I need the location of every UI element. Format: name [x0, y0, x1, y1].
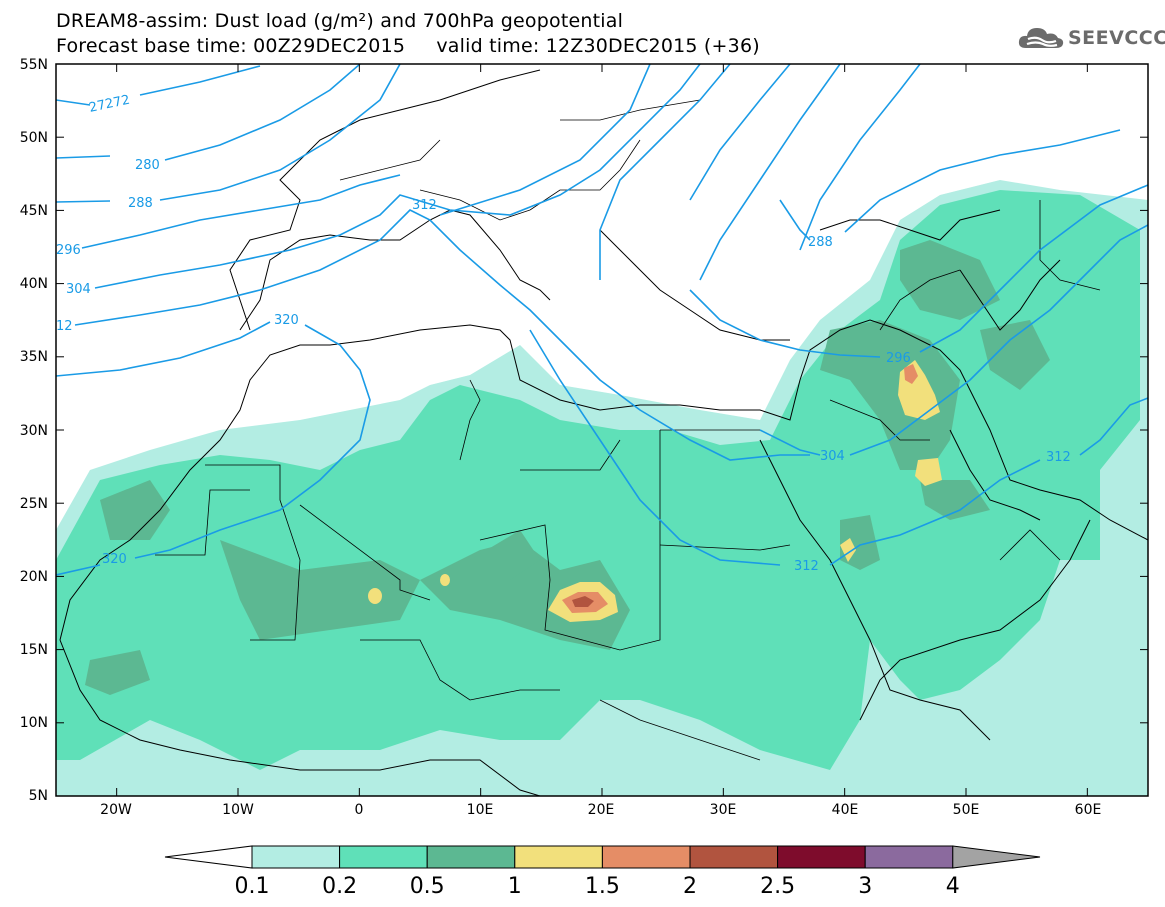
map-subtitle: Forecast base time: 00Z29DEC2015 valid t… [56, 35, 760, 57]
lat-label: 50N [20, 130, 48, 146]
colorbar-segment-0.2 [339, 845, 428, 869]
colorbar-right-arrow [952, 845, 1041, 869]
contour-304 [94, 64, 701, 289]
lat-label: 30N [20, 423, 48, 439]
contour-label: 288 [808, 235, 833, 250]
contour-label: 280 [135, 158, 160, 173]
lat-label: 40N [20, 276, 48, 292]
contour-280 [56, 64, 361, 161]
lat-label: 15N [20, 642, 48, 658]
contour-label: 296 [56, 243, 81, 258]
contour-280b [689, 64, 791, 201]
contour-312c [829, 459, 1041, 566]
colorbar-tick: 2 [683, 874, 697, 899]
lat-label: 10N [20, 715, 48, 731]
contour-320 [56, 321, 371, 559]
lat-label: 55N [20, 57, 48, 73]
contour-label: 312 [1046, 450, 1071, 465]
lon-label: 10W [222, 802, 254, 818]
contour-304b [759, 224, 1148, 456]
lat-label: 5N [29, 788, 48, 804]
seevccc-logo: SEEVCCC [1018, 24, 1165, 52]
lon-label: 40E [832, 802, 859, 818]
contour-label: 312 [794, 559, 819, 574]
lon-label: 20E [588, 802, 615, 818]
lat-label: 45N [20, 203, 48, 219]
contour-label: 12 [56, 319, 73, 334]
dust-level-2 [572, 596, 594, 607]
colorbar-left-arrow [164, 845, 253, 869]
contour-312b [529, 329, 781, 566]
colorbar-segment-3 [864, 845, 954, 869]
map-title: DREAM8-assim: Dust load (g/m²) and 700hP… [56, 10, 624, 32]
colorbar-tick: 2.5 [760, 874, 795, 899]
contour-288 [56, 64, 401, 203]
contour-288b [599, 64, 1121, 280]
colorbar-tick: 0.2 [322, 874, 357, 899]
contour-288c [699, 64, 841, 281]
lon-label: 30E [710, 802, 737, 818]
contour-272 [56, 65, 261, 106]
colorbar-tick: 1 [508, 874, 522, 899]
colorbar-segment-1.5 [601, 845, 691, 869]
axis-ticks [56, 64, 1148, 796]
lat-label: 25N [20, 496, 48, 512]
colorbar-tick: 1.5 [585, 874, 620, 899]
cloud-logo-icon [1018, 28, 1064, 48]
colorbar-tick: 0.1 [235, 874, 270, 899]
contour-label: 312 [412, 198, 437, 213]
colorbar-segment-0.1 [251, 845, 341, 869]
geopotential-contours [56, 64, 1148, 576]
lon-label: 20W [100, 802, 132, 818]
colorbar-segment-0.5 [426, 845, 516, 869]
lat-label: 20N [20, 569, 48, 585]
dust-load-field [56, 180, 1148, 796]
logo-text: SEEVCCC [1068, 27, 1165, 49]
contour-312 [74, 209, 810, 461]
contour-296b [689, 184, 1148, 358]
colorbar: 0.1 0.2 0.5 1 1.5 2 2.5 3 4 [164, 845, 1041, 899]
contour-label: 304 [820, 449, 845, 464]
dust-level-1.5-b [904, 364, 918, 384]
latitude-labels: 55N 50N 45N 40N 35N 30N 25N 20N 15N 10N … [20, 57, 48, 804]
contour-label: 320 [274, 313, 299, 328]
contour-label: 320 [102, 552, 127, 567]
dust-level-0.5 [85, 240, 1050, 695]
longitude-labels: 20W 10W 0 10E 20E 30E 40E 50E 60E [100, 802, 1101, 818]
contour-label: 288 [128, 196, 153, 211]
colorbar-segment-2 [689, 845, 779, 869]
colorbar-segment-1 [514, 845, 603, 869]
contour-296c [799, 64, 921, 251]
colorbar-tick: 4 [946, 874, 960, 899]
contour-labels: 27272 280 288 296 304 12 312 320 288 296… [56, 93, 1071, 574]
contour-296 [81, 64, 651, 249]
lon-label: 60E [1075, 802, 1102, 818]
coastlines [59, 69, 1148, 796]
lat-label: 35N [20, 349, 48, 365]
lon-label: 0 [355, 802, 364, 818]
colorbar-tick: 0.5 [410, 874, 445, 899]
contour-312d [1079, 397, 1148, 456]
lon-label: 10E [467, 802, 494, 818]
contour-label: 296 [886, 351, 911, 366]
colorbar-tick: 3 [858, 874, 872, 899]
colorbar-segment-2.5 [777, 845, 866, 869]
contour-label: 27272 [88, 93, 132, 116]
contour-label: 304 [66, 282, 91, 297]
contour-320b [56, 564, 101, 576]
lon-label: 50E [953, 802, 980, 818]
